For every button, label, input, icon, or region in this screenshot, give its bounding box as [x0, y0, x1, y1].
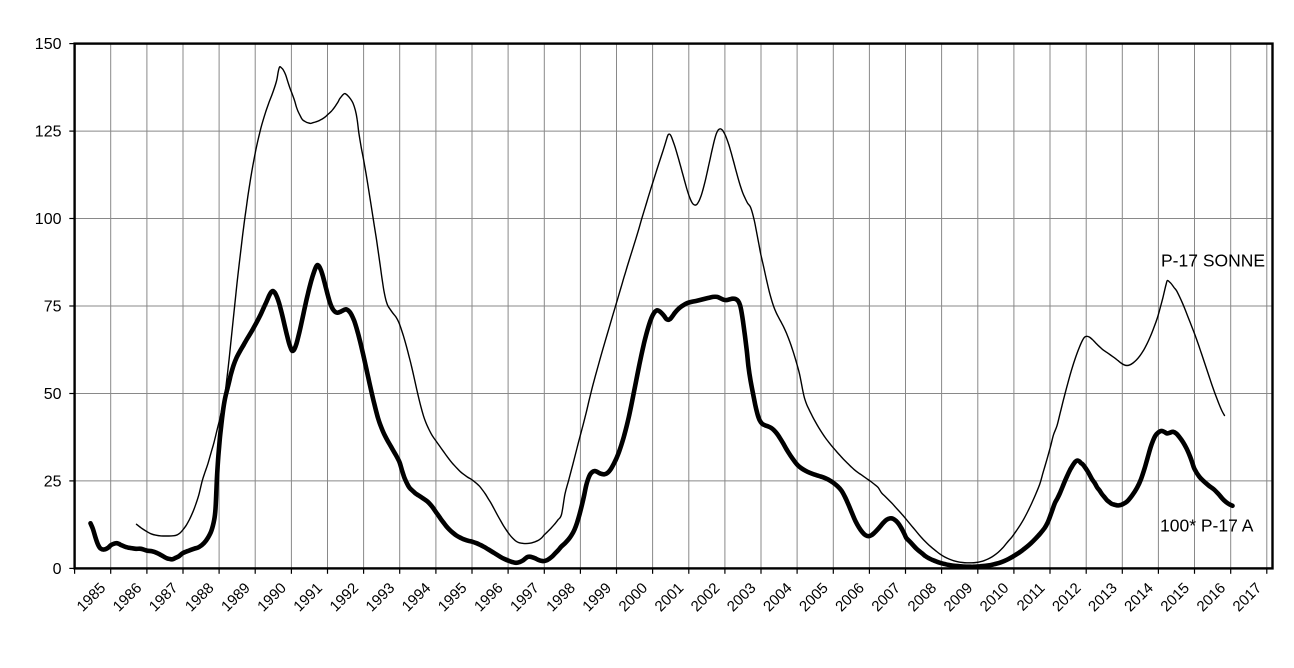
svg-text:P-17 SONNE: P-17 SONNE [1161, 251, 1265, 271]
svg-text:100* P-17 A: 100* P-17 A [1160, 516, 1254, 536]
svg-text:75: 75 [44, 299, 62, 316]
svg-text:50: 50 [44, 386, 62, 403]
svg-text:125: 125 [35, 124, 62, 141]
svg-text:150: 150 [35, 36, 62, 53]
svg-text:100: 100 [35, 211, 62, 228]
svg-text:25: 25 [44, 473, 62, 490]
svg-text:0: 0 [53, 561, 62, 578]
